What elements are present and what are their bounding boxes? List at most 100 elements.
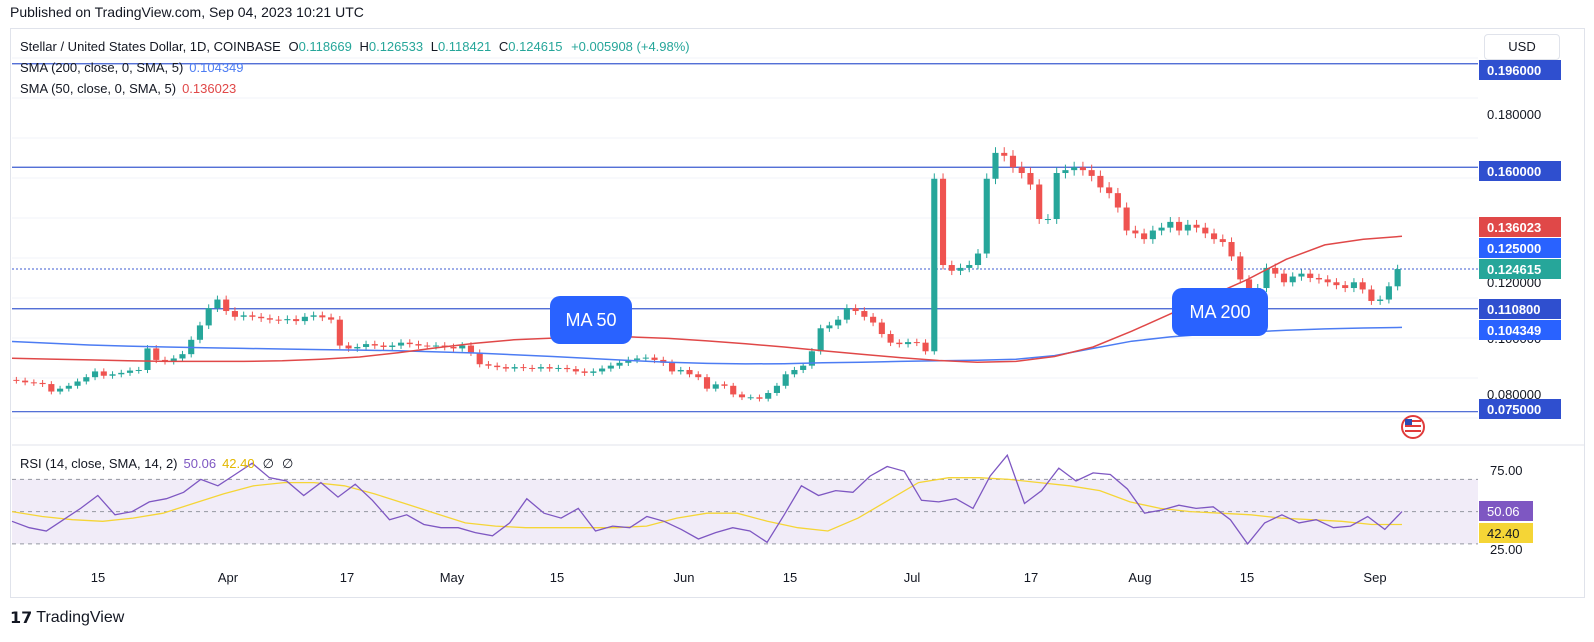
tradingview-logo[interactable]: 𝟭𝟳 TradingView xyxy=(10,608,124,628)
candle-body xyxy=(1219,239,1226,243)
candle-body xyxy=(730,385,737,395)
candle-body xyxy=(511,367,518,369)
price-label-box xyxy=(1479,259,1561,279)
candle-body xyxy=(992,152,999,179)
candle-body xyxy=(590,371,597,373)
candle-body xyxy=(1149,230,1156,240)
price-tick-label: 0.080000 xyxy=(1487,387,1541,402)
candle-body xyxy=(1359,282,1366,290)
candle-body xyxy=(1394,269,1401,287)
candle-body xyxy=(642,357,649,359)
candle-body xyxy=(397,342,405,346)
x-tick-label: 15 xyxy=(783,570,797,585)
candle-body xyxy=(1088,170,1095,176)
candle-body xyxy=(432,345,440,347)
candle-body xyxy=(1202,227,1209,234)
published-note: Published on TradingView.com, Sep 04, 20… xyxy=(10,4,364,20)
legend-rsi: RSI (14, close, SMA, 14, 2) 50.06 42.40 ∅ ∅ xyxy=(20,456,293,471)
candle-body xyxy=(380,345,387,347)
candle-body xyxy=(74,381,81,386)
candle-body xyxy=(205,308,212,326)
candle-body xyxy=(800,365,807,370)
candle-body xyxy=(266,318,273,320)
candle-body xyxy=(773,385,780,393)
candle-body xyxy=(1167,221,1174,228)
candle-body xyxy=(1184,224,1191,231)
candle-body xyxy=(240,315,247,317)
annotation-label: MA 50 xyxy=(565,310,616,330)
candle-body xyxy=(293,319,300,322)
price-label: 0.124615 xyxy=(1487,262,1541,277)
candle-body xyxy=(808,351,815,366)
candle-body xyxy=(170,358,177,362)
candle-body xyxy=(1001,152,1008,156)
candle-body xyxy=(931,178,938,352)
currency-button[interactable]: USD xyxy=(1484,34,1560,60)
candle-body xyxy=(1053,173,1060,220)
rsi-tick-label: 75.00 xyxy=(1490,463,1523,478)
candle-body xyxy=(791,369,798,375)
candle-body xyxy=(100,371,107,376)
candle-body xyxy=(572,369,579,372)
candle-body xyxy=(939,178,947,266)
candle-body xyxy=(126,370,134,373)
candle-body xyxy=(1079,167,1086,171)
candle-body xyxy=(721,384,728,386)
candle-body xyxy=(703,377,711,389)
rsi-value-label: 42.40 xyxy=(1487,526,1520,541)
candle-body xyxy=(476,352,483,365)
moving-averages xyxy=(11,235,1403,365)
candle-body xyxy=(651,357,658,360)
tradingview-logo-icon: 𝟭𝟳 xyxy=(10,610,33,627)
rsi-value-label: 50.06 xyxy=(1487,504,1520,519)
candle-body xyxy=(529,367,536,369)
candle-body xyxy=(826,325,833,329)
candle-body xyxy=(983,178,990,254)
candle-body xyxy=(537,367,544,369)
rsi-band xyxy=(12,479,1478,544)
tradingview-logo-text: TradingView xyxy=(36,609,125,626)
candle-body xyxy=(765,392,772,399)
candle-body xyxy=(1272,267,1279,274)
candle-body xyxy=(581,371,588,373)
candle-body xyxy=(1009,155,1017,168)
candle-body xyxy=(91,371,99,378)
axes: 0.1800000.1200000.1000000.0800000.196000… xyxy=(91,60,1561,585)
candle-body xyxy=(1333,282,1340,286)
candle-body xyxy=(336,319,343,346)
price-label-box xyxy=(1479,217,1561,237)
candle-body xyxy=(109,374,116,376)
candle-body xyxy=(144,348,151,370)
price-label-box xyxy=(1479,60,1561,80)
candle-body xyxy=(922,342,929,352)
candle-body xyxy=(738,394,746,398)
candle-body xyxy=(695,374,702,378)
x-tick-label: Sep xyxy=(1363,570,1386,585)
us-flag-icon[interactable] xyxy=(1401,415,1425,439)
candle-body xyxy=(1071,167,1078,171)
candles xyxy=(13,147,1401,402)
candle-body xyxy=(966,265,973,268)
candle-body xyxy=(310,315,317,317)
candle-body xyxy=(1210,233,1218,240)
price-label: 0.136023 xyxy=(1487,220,1541,235)
x-tick-label: May xyxy=(440,570,465,585)
sma200-line xyxy=(11,326,1403,365)
candle-body xyxy=(284,319,291,321)
x-tick-label: 15 xyxy=(91,570,105,585)
candle-body xyxy=(450,346,457,349)
candle-body xyxy=(1036,184,1043,220)
candle-body xyxy=(1385,286,1392,300)
x-tick-label: 15 xyxy=(1240,570,1254,585)
candle-body xyxy=(118,372,125,375)
x-tick-label: Jul xyxy=(904,570,921,585)
candle-body xyxy=(1176,221,1183,231)
candle-body xyxy=(48,384,55,392)
candle-body xyxy=(467,345,475,353)
candle-body xyxy=(1132,230,1139,234)
candle-body xyxy=(275,319,282,321)
candle-body xyxy=(415,344,422,346)
candle-body xyxy=(30,382,37,384)
candle-body xyxy=(957,267,964,271)
